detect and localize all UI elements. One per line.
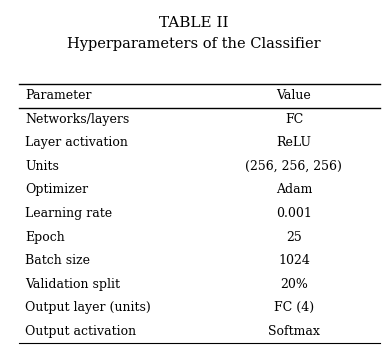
Text: TABLE II: TABLE II: [159, 16, 229, 30]
Text: 25: 25: [286, 231, 302, 244]
Text: Parameter: Parameter: [25, 89, 92, 102]
Text: Epoch: Epoch: [25, 231, 65, 244]
Text: 1024: 1024: [278, 254, 310, 267]
Text: Batch size: Batch size: [25, 254, 90, 267]
Text: (256, 256, 256): (256, 256, 256): [246, 160, 342, 173]
Text: Layer activation: Layer activation: [25, 136, 128, 149]
Text: ReLU: ReLU: [276, 136, 312, 149]
Text: Learning rate: Learning rate: [25, 207, 113, 220]
Text: Hyperparameters of the Classifier: Hyperparameters of the Classifier: [67, 37, 321, 51]
Text: Output layer (units): Output layer (units): [25, 301, 151, 314]
Text: 0.001: 0.001: [276, 207, 312, 220]
Text: Adam: Adam: [276, 183, 312, 196]
Text: FC: FC: [285, 113, 303, 126]
Text: Output activation: Output activation: [25, 325, 136, 338]
Text: FC (4): FC (4): [274, 301, 314, 314]
Text: Networks/layers: Networks/layers: [25, 113, 130, 126]
Text: Softmax: Softmax: [268, 325, 320, 338]
Text: Optimizer: Optimizer: [25, 183, 88, 196]
Text: Validation split: Validation split: [25, 278, 120, 290]
Text: Units: Units: [25, 160, 59, 173]
Text: 20%: 20%: [280, 278, 308, 290]
Text: Value: Value: [277, 89, 311, 102]
